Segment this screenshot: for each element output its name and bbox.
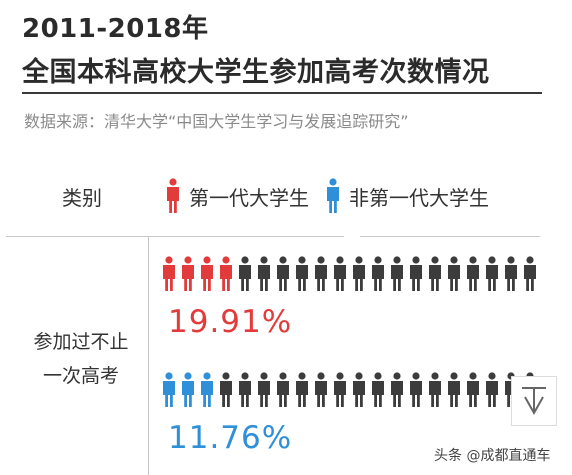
person-icon-non-first-gen-highlighted xyxy=(163,372,175,407)
person-icon-non-first-gen-highlighted xyxy=(182,372,194,407)
person-icon-non-first-gen-rest xyxy=(258,372,270,407)
person-icon-non-first-gen-rest xyxy=(239,372,251,407)
person-icon-non-first-gen-rest xyxy=(391,372,403,407)
person-icon-first-gen-rest xyxy=(410,256,422,291)
person-icon-non-first-gen-rest xyxy=(448,372,460,407)
person-icon-non-first-gen-rest xyxy=(467,372,479,407)
person-icon-first-gen-rest xyxy=(429,256,441,291)
divider-left xyxy=(6,236,344,237)
person-icon-non-first-gen-rest xyxy=(486,372,498,407)
person-icon-first-gen-rest xyxy=(448,256,460,291)
person-icon-first-gen-rest xyxy=(258,256,270,291)
legend-non-first-gen-label: 非第一代大学生 xyxy=(349,185,489,210)
person-icon-non-first-gen-rest xyxy=(296,372,308,407)
person-icon-first-gen-highlighted xyxy=(182,256,194,291)
person-icon-non-first-gen-rest xyxy=(353,372,365,407)
person-icon-first-gen-rest xyxy=(524,256,536,291)
legend-first-gen-label: 第一代大学生 xyxy=(189,185,309,210)
title-rule xyxy=(22,92,542,94)
person-icon-first-gen-rest xyxy=(353,256,365,291)
legend-first-gen: 第一代大学生 xyxy=(164,178,309,214)
person-icon-first-gen-rest xyxy=(296,256,308,291)
download-button[interactable] xyxy=(511,376,557,426)
divider-right xyxy=(360,236,540,237)
chart-title: 全国本科高校大学生参加高考次数情况 xyxy=(22,57,490,88)
data-source: 数据来源：清华大学“中国大学生学习与发展追踪研究” xyxy=(24,112,409,131)
legend-person-red-icon xyxy=(167,178,179,213)
chart-title-year: 2011-2018年 xyxy=(22,14,209,44)
person-icon-first-gen-rest xyxy=(391,256,403,291)
footer-credit: 头条 @成都直通车 xyxy=(434,448,551,464)
person-icon-non-first-gen-rest xyxy=(334,372,346,407)
row-category-label: 参加过不止 一次高考 xyxy=(22,325,140,393)
person-icon-non-first-gen-rest xyxy=(372,372,384,407)
person-icon-first-gen-rest xyxy=(315,256,327,291)
person-icon-non-first-gen-rest xyxy=(220,372,232,407)
person-icon-first-gen-rest xyxy=(239,256,251,291)
person-icon-first-gen-highlighted xyxy=(163,256,175,291)
person-icon-first-gen-rest xyxy=(334,256,346,291)
person-icon-first-gen-rest xyxy=(277,256,289,291)
column-divider xyxy=(148,236,149,475)
legend-person-blue-icon xyxy=(327,178,339,213)
person-icon-first-gen-rest xyxy=(372,256,384,291)
person-icon-non-first-gen-rest xyxy=(410,372,422,407)
pct-non-first-gen: 11.76% xyxy=(168,420,293,456)
person-icon-first-gen-rest xyxy=(486,256,498,291)
person-icon-first-gen-highlighted xyxy=(201,256,213,291)
pictogram-first-gen xyxy=(160,256,540,292)
person-icon-non-first-gen-highlighted xyxy=(201,372,213,407)
category-header: 类别 xyxy=(62,186,102,210)
row-label-line2: 一次高考 xyxy=(42,365,119,387)
pictogram-non-first-gen xyxy=(160,372,540,408)
row-label-line1: 参加过不止 xyxy=(33,331,129,353)
person-icon-first-gen-highlighted xyxy=(220,256,232,291)
person-icon-first-gen-rest xyxy=(505,256,517,291)
person-icon-non-first-gen-rest xyxy=(429,372,441,407)
download-icon xyxy=(522,387,546,416)
person-icon-first-gen-rest xyxy=(467,256,479,291)
legend-non-first-gen: 非第一代大学生 xyxy=(324,178,489,214)
person-icon-non-first-gen-rest xyxy=(277,372,289,407)
person-icon-non-first-gen-rest xyxy=(315,372,327,407)
pct-first-gen: 19.91% xyxy=(168,304,293,340)
